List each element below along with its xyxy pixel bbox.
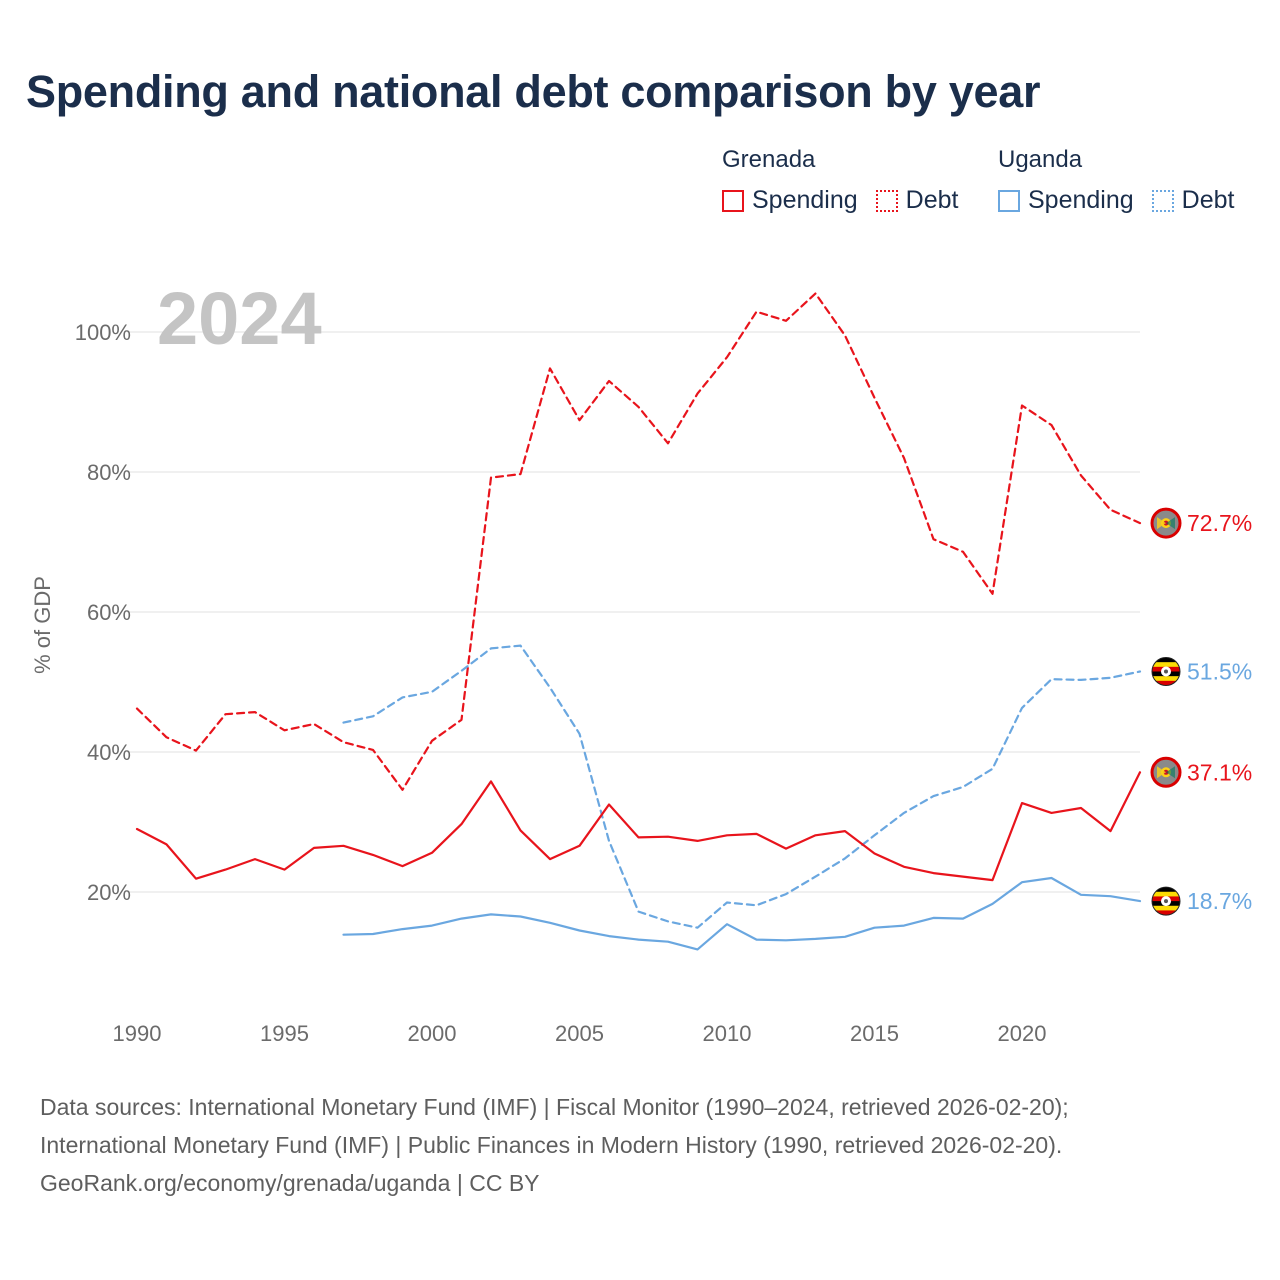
y-tick-label: 40% bbox=[87, 740, 131, 765]
year-watermark: 2024 bbox=[157, 277, 322, 360]
footer-line-2: International Monetary Fund (IMF) | Publ… bbox=[40, 1132, 1063, 1158]
x-axis-ticks: 1990 1995 2000 2005 2010 2015 2020 bbox=[113, 1021, 1047, 1046]
y-tick-label: 80% bbox=[87, 460, 131, 485]
y-axis-label: % of GDP bbox=[30, 576, 55, 674]
legend-swatch-solid-red bbox=[722, 189, 744, 212]
x-tick-label: 2010 bbox=[703, 1021, 752, 1046]
series-lines bbox=[135, 292, 1142, 951]
end-value-label: 37.1% bbox=[1187, 759, 1252, 785]
end-value-label: 72.7% bbox=[1187, 510, 1252, 536]
series-line-grenada-debt[interactable] bbox=[135, 292, 1142, 791]
x-tick-label: 2020 bbox=[998, 1021, 1047, 1046]
flag-icon-uganda bbox=[1151, 657, 1181, 686]
series-line-uganda-debt[interactable] bbox=[342, 644, 1142, 929]
legend-grenada: Grenada Spending Debt bbox=[722, 146, 976, 215]
end-value-label: 51.5% bbox=[1187, 659, 1252, 685]
legend-label: Spending bbox=[752, 186, 858, 214]
x-tick-label: 1995 bbox=[260, 1021, 309, 1046]
legend-item-grenada-debt[interactable]: Debt bbox=[875, 186, 959, 215]
x-tick-label: 2015 bbox=[850, 1021, 899, 1046]
legend-uganda: Uganda Spending Debt bbox=[998, 146, 1234, 215]
flag-icon-grenada bbox=[1150, 507, 1182, 539]
footer-sources: Data sources: International Monetary Fun… bbox=[40, 1088, 1069, 1202]
x-tick-label: 2005 bbox=[555, 1021, 604, 1046]
legend-label: Spending bbox=[1028, 186, 1134, 214]
legend-item-uganda-spending[interactable]: Spending bbox=[998, 186, 1134, 215]
flag-icon-uganda bbox=[1151, 886, 1181, 916]
flag-icon-grenada bbox=[1150, 756, 1182, 788]
legend-country-grenada: Grenada bbox=[722, 146, 816, 173]
y-tick-label: 60% bbox=[87, 600, 131, 625]
chart-title: Spending and national debt comparison by… bbox=[26, 66, 1041, 117]
footer-line-3[interactable]: GeoRank.org/economy/grenada/uganda | CC … bbox=[40, 1170, 540, 1196]
legend-country-uganda: Uganda bbox=[998, 146, 1083, 173]
y-axis-ticks: 20% 40% 60% 80% 100% bbox=[75, 320, 131, 905]
legend-label: Debt bbox=[905, 186, 959, 214]
y-tick-label: 100% bbox=[75, 320, 131, 345]
x-tick-label: 2000 bbox=[408, 1021, 457, 1046]
legend-swatch-dotted-red bbox=[875, 189, 898, 212]
footer-line-1: Data sources: International Monetary Fun… bbox=[40, 1094, 1069, 1120]
legend-swatch-dotted-blue bbox=[1151, 189, 1174, 212]
legend-label: Debt bbox=[1181, 186, 1235, 214]
legend-item-uganda-debt[interactable]: Debt bbox=[1151, 186, 1235, 215]
end-value-label: 18.7% bbox=[1187, 888, 1252, 914]
legend-item-grenada-spending[interactable]: Spending bbox=[722, 186, 858, 215]
series-line-grenada-spending[interactable] bbox=[135, 771, 1142, 882]
line-chart: 2024 % of GDP 20% 40% 60% 80% 100% 1990 1995 2… bbox=[30, 277, 1252, 1046]
x-tick-label: 1990 bbox=[113, 1021, 162, 1046]
y-tick-label: 20% bbox=[87, 880, 131, 905]
legend-swatch-solid-blue bbox=[998, 189, 1020, 212]
end-markers: 72.7% 51.5% 37.1% 18.7% bbox=[1150, 507, 1252, 916]
series-line-uganda-spending[interactable] bbox=[342, 876, 1142, 951]
gridlines bbox=[127, 331, 1140, 893]
